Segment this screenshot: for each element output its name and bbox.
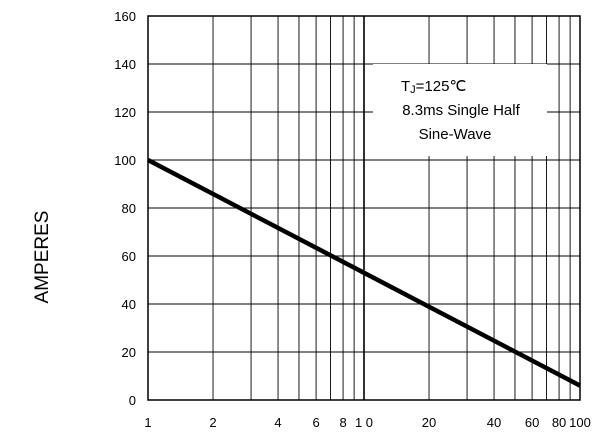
x-tick-label: 6 xyxy=(312,415,319,430)
annotation-line-2: 8.3ms Single Half xyxy=(402,102,520,119)
x-tick-label: 8 xyxy=(339,415,346,430)
annotation-box xyxy=(373,64,547,156)
x-tick-label: 1 0 xyxy=(355,415,373,430)
x-tick-label: 1 xyxy=(144,415,151,430)
y-tick-label: 80 xyxy=(122,201,136,216)
annotation-line-3: Sine-Wave xyxy=(419,126,492,143)
y-tick-label: 20 xyxy=(122,345,136,360)
y-tick-label: 120 xyxy=(114,105,136,120)
annotation-subscript: J xyxy=(410,84,416,96)
y-tick-label: 60 xyxy=(122,249,136,264)
annotation-t: T xyxy=(401,78,410,95)
x-tick-label: 4 xyxy=(274,415,281,430)
x-tick-label: 40 xyxy=(487,415,501,430)
series-line xyxy=(146,158,582,388)
y-tick-label: 160 xyxy=(114,9,136,24)
x-tick-label: 80 xyxy=(552,415,566,430)
x-tick-label: 100 xyxy=(569,415,591,430)
y-tick-label: 40 xyxy=(122,297,136,312)
x-tick-label: 2 xyxy=(209,415,216,430)
x-tick-label: 20 xyxy=(422,415,436,430)
y-tick-labels: 0 20 40 60 80 100 120 140 160 xyxy=(114,9,136,408)
y-tick-label: 100 xyxy=(114,153,136,168)
y-axis-label: AMPERES xyxy=(32,211,53,304)
y-tick-label: 140 xyxy=(114,57,136,72)
x-tick-label: 60 xyxy=(525,415,539,430)
annotation-temp: =125℃ xyxy=(416,78,467,95)
plot-frame xyxy=(147,15,581,401)
y-tick-label: 0 xyxy=(129,393,136,408)
annotation-line-1: TJ=125℃ xyxy=(401,78,466,96)
series-layer xyxy=(146,158,582,388)
